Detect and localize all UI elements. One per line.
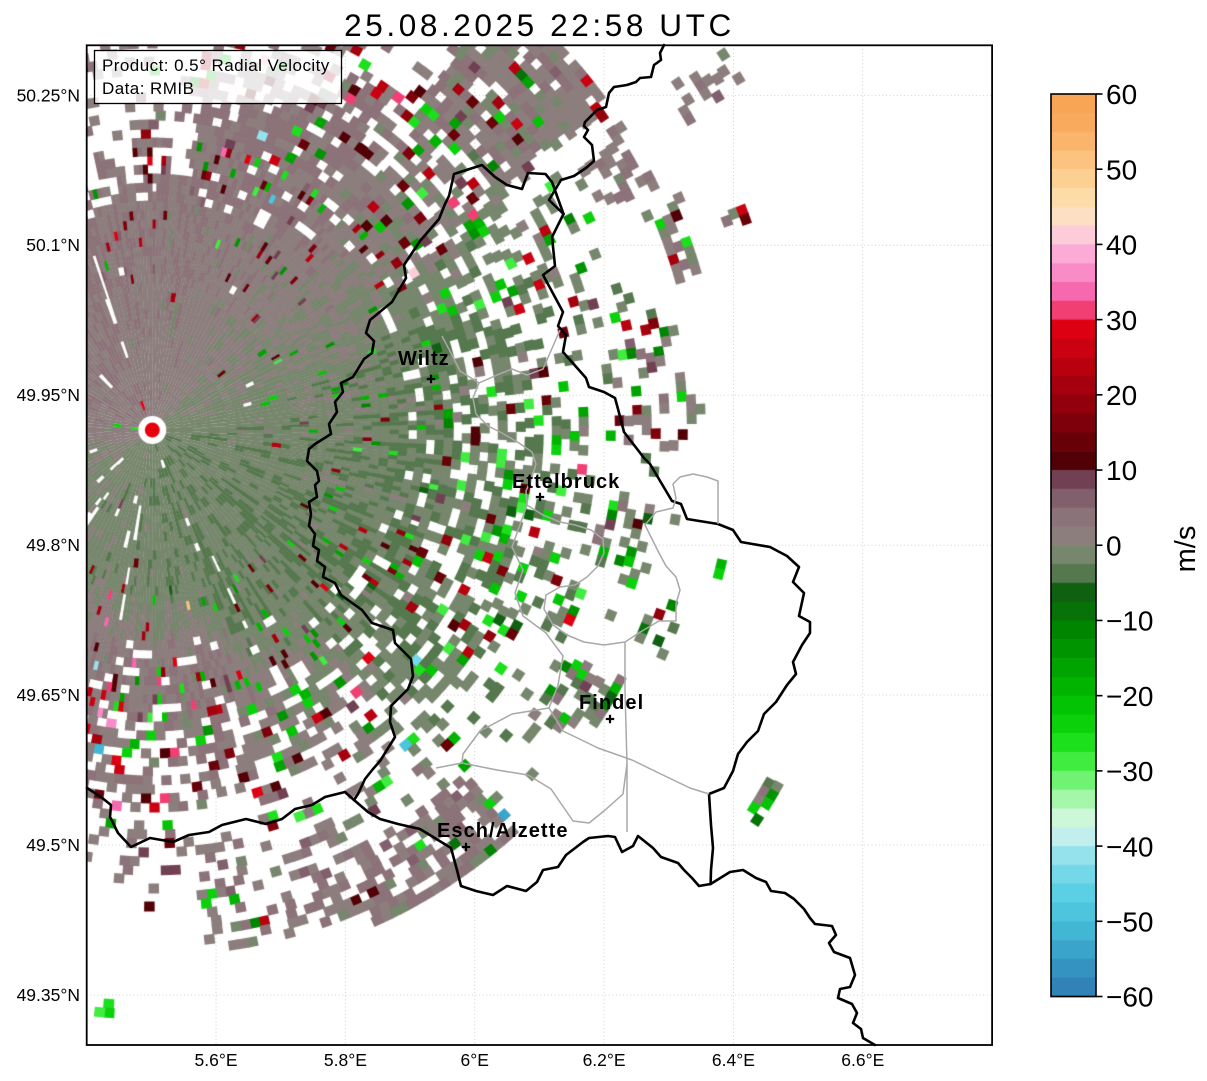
svg-text:60: 60 — [1106, 79, 1137, 110]
svg-text:6°E: 6°E — [461, 1050, 489, 1070]
svg-text:Product: 0.5° Radial Velocity: Product: 0.5° Radial Velocity — [102, 56, 330, 75]
svg-text:−60: −60 — [1106, 982, 1154, 1013]
svg-text:−10: −10 — [1106, 606, 1154, 637]
svg-text:40: 40 — [1106, 230, 1137, 261]
svg-text:Findel: Findel — [579, 692, 644, 714]
svg-text:50.1°N: 50.1°N — [26, 235, 80, 255]
svg-text:Ettelbruck: Ettelbruck — [512, 471, 620, 493]
svg-text:−30: −30 — [1106, 756, 1154, 787]
svg-text:Wiltz: Wiltz — [398, 348, 450, 370]
svg-text:30: 30 — [1106, 305, 1137, 336]
svg-text:−20: −20 — [1106, 681, 1154, 712]
svg-text:6.2°E: 6.2°E — [583, 1050, 626, 1070]
svg-text:50: 50 — [1106, 154, 1137, 185]
svg-text:20: 20 — [1106, 380, 1137, 411]
svg-text:49.35°N: 49.35°N — [17, 985, 80, 1005]
svg-text:49.65°N: 49.65°N — [17, 685, 80, 705]
svg-text:49.95°N: 49.95°N — [17, 385, 80, 405]
svg-text:Esch/Alzette: Esch/Alzette — [437, 820, 569, 842]
svg-text:10: 10 — [1106, 455, 1137, 486]
svg-text:6.6°E: 6.6°E — [841, 1050, 884, 1070]
svg-text:50.25°N: 50.25°N — [17, 85, 80, 105]
svg-text:49.8°N: 49.8°N — [26, 535, 80, 555]
svg-text:Data: RMIB: Data: RMIB — [102, 79, 194, 98]
svg-text:6.4°E: 6.4°E — [712, 1050, 755, 1070]
svg-text:−50: −50 — [1106, 906, 1154, 937]
svg-text:0: 0 — [1106, 530, 1122, 561]
svg-text:m/s: m/s — [1170, 526, 1202, 573]
svg-text:49.5°N: 49.5°N — [26, 835, 80, 855]
svg-text:5.8°E: 5.8°E — [324, 1050, 367, 1070]
svg-text:−40: −40 — [1106, 831, 1154, 862]
svg-text:5.6°E: 5.6°E — [195, 1050, 238, 1070]
